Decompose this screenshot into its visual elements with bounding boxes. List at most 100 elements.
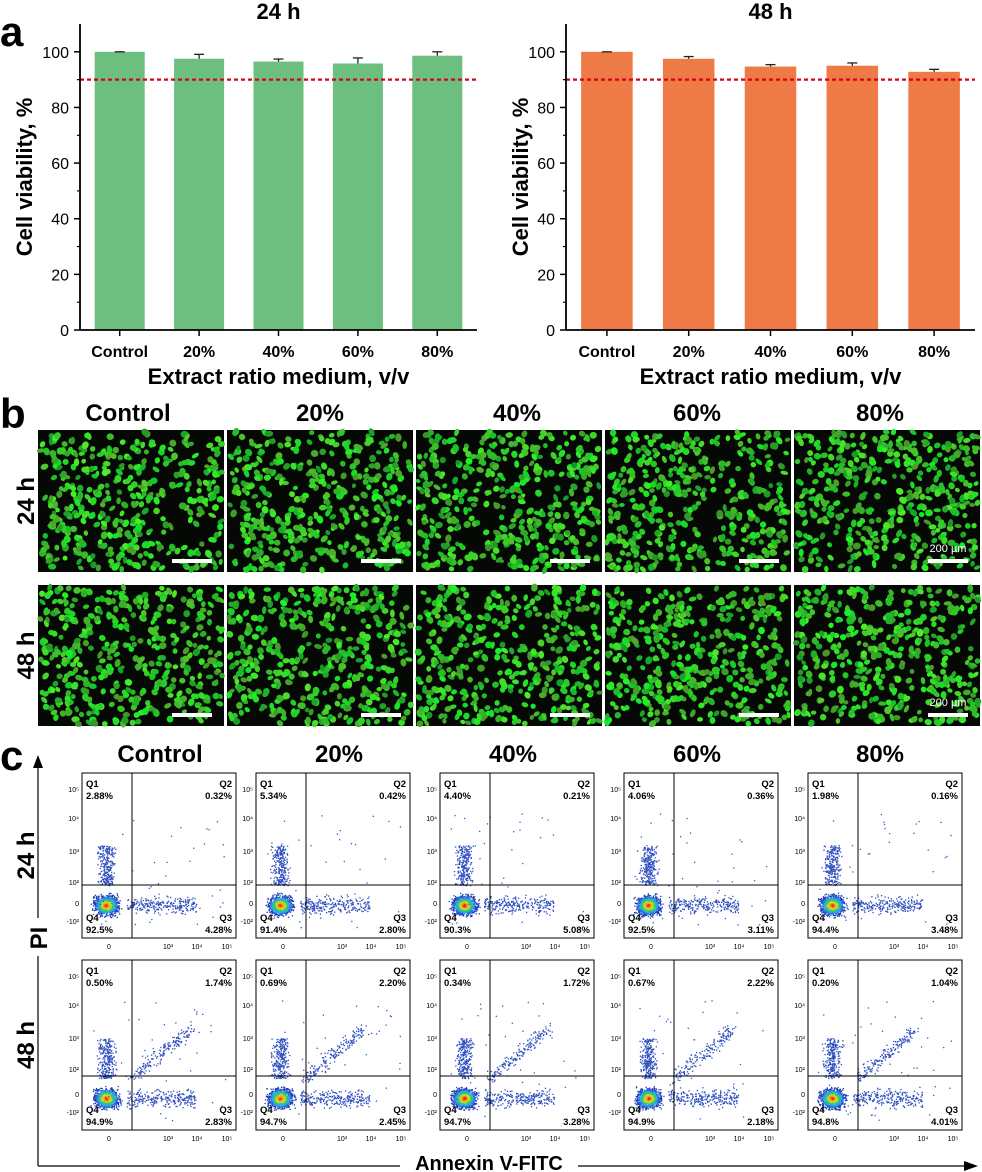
panel-letter-c: c [0,732,23,779]
quadrant-value-q2: 0.32% [205,791,232,802]
y-tick-label: 100 [42,45,69,62]
y-tick-label: 10² [611,880,622,887]
y-tick-label: 0 [75,901,79,908]
cell-events [266,815,401,928]
y-tick-label: 10² [427,1067,438,1074]
quadrant-value-q2: 1.74% [205,978,232,989]
flow-plot-2-2: Q10.69%Q22.20%Q32.45%Q494.7%10⁵10⁴10³10²… [241,960,410,1143]
x-tick-label: 10³ [163,944,174,951]
quadrant-name-q2: Q2 [393,779,406,790]
quadrant-name-q1: Q1 [444,779,457,790]
quadrant-value-q2: 2.20% [379,978,406,989]
quadrant-name-q2: Q2 [945,966,958,977]
quadrant-value-q2: 0.21% [563,791,590,802]
bar [663,59,715,330]
quadrant-value-q4: 94.9% [86,1117,113,1128]
y-tick-label: 10⁴ [794,816,805,823]
y-tick-label: 0 [60,323,69,340]
cell-events [449,814,584,925]
bar [174,59,224,330]
quadrant-value-q2: 2.22% [747,978,774,989]
y-tick-label: 0 [617,901,621,908]
quadrant-value-q3: 2.80% [379,925,406,936]
x-tick-label: 10⁴ [734,944,745,951]
quadrant-name-q1: Q1 [86,779,99,790]
micrograph-2-1 [36,583,225,728]
x-tick-label: 0 [281,944,285,951]
y-tick-label: 10² [243,1067,254,1074]
cell-events [264,1000,401,1114]
x-tick-label: 10³ [521,1136,532,1143]
quadrant-value-q4: 91.4% [260,925,287,936]
quadrant-value-q1: 4.06% [628,791,655,802]
x-tick-label: 40% [754,344,786,361]
scale-bar [739,713,779,717]
quadrant-value-q2: 0.36% [747,791,774,802]
y-tick-label: 0 [433,1092,437,1099]
x-tick-label: 10⁵ [764,1136,775,1143]
quadrant-value-q3: 2.83% [205,1117,232,1128]
x-tick-label: 10³ [521,944,532,951]
panel-letter-a: a [0,8,24,55]
quadrant-value-q3: 3.11% [748,925,775,936]
y-tick-label: 0 [801,901,805,908]
image-column-label: 60% [673,400,721,427]
quadrant-value-q3: 3.28% [563,1117,590,1128]
y-tick-label: -10² [425,919,438,926]
x-tick-label: 0 [465,944,469,951]
quadrant-value-q3: 3.48% [931,925,958,936]
scale-bar [550,713,590,717]
x-tick-label: 10⁴ [734,1136,745,1143]
x-tick-label: 10³ [889,1136,900,1143]
x-tick-label: 10⁵ [396,944,407,951]
x-tick-label: 10⁴ [192,944,203,951]
bar [827,66,879,330]
figure: a b c 24 hControl 20% 40% 60% 80%02040608010… [0,0,982,1172]
flow-plot-1-1: Q12.88%Q20.32%Q34.28%Q492.5%10⁵10⁴10³10²… [67,773,236,951]
quadrant-name-q4: Q4 [628,1105,641,1116]
y-tick-label: 60 [51,156,69,173]
x-axis-title: Annexin V-FITC [415,1153,563,1172]
cell-events [817,814,951,929]
quadrant-name-q3: Q3 [393,1105,406,1116]
quadrant-value-q2: 0.42% [379,791,406,802]
quadrant-name-q4: Q4 [260,913,273,924]
x-tick-label: 10⁴ [192,1136,203,1143]
y-tick-label: 10⁵ [68,974,79,981]
y-tick-label: 10⁴ [242,1003,253,1010]
quadrant-name-q2: Q2 [393,966,406,977]
x-tick-label: 0 [833,1136,837,1143]
scale-bar [361,559,401,563]
micrograph-1-5: 200 µm [793,428,982,574]
quadrant-value-q4: 94.9% [628,1117,655,1128]
y-tick-label: -10² [609,919,622,926]
y-tick-label: 10⁴ [610,1003,621,1010]
micrograph-2-3 [414,583,604,728]
flow-plot-1-3: Q14.40%Q20.21%Q35.08%Q490.3%10⁵10⁴10³10²… [425,773,594,951]
x-tick-label: 0 [465,1136,469,1143]
quadrant-value-q1: 1.98% [812,791,839,802]
y-tick-label: 20 [51,267,69,284]
cell-events [633,814,767,926]
quadrant-value-q3: 5.08% [563,925,590,936]
y-tick-label: 10² [69,1067,80,1074]
quadrant-name-q4: Q4 [260,1105,273,1116]
flow-plot-2-4: Q10.67%Q22.22%Q32.18%Q494.9%10⁵10⁴10³10²… [609,960,778,1143]
quadrant-name-q3: Q3 [577,1105,590,1116]
y-tick-label: -10² [67,919,80,926]
bar [745,67,797,330]
quadrant-name-q2: Q2 [761,966,774,977]
y-tick-label: 10² [795,1067,806,1074]
y-tick-label: 10³ [795,1036,806,1043]
x-tick-label: 10⁵ [222,1136,233,1143]
micrograph-2-5: 200 µm [793,583,982,728]
x-axis-label: Extract ratio medium, v/v [640,364,902,389]
x-tick-label: 0 [281,1136,285,1143]
micrograph-2-4 [603,585,792,729]
quadrant-value-q3: 2.45% [379,1117,406,1128]
image-column-label: 40% [493,400,541,427]
x-tick-label: 10³ [889,944,900,951]
x-tick-label: 10⁵ [764,944,775,951]
y-tick-label: 10² [795,880,806,887]
